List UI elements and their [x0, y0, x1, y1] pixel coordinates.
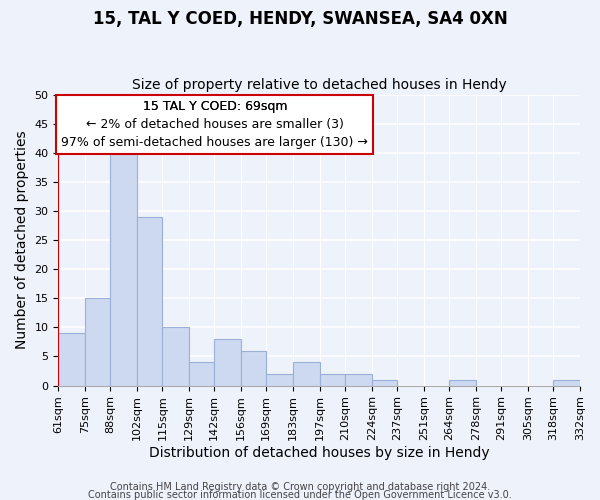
Bar	[110, 153, 137, 386]
Bar	[266, 374, 293, 386]
Bar	[163, 328, 189, 386]
Y-axis label: Number of detached properties: Number of detached properties	[15, 131, 29, 350]
Bar	[320, 374, 345, 386]
Bar	[553, 380, 580, 386]
Text: 15 TAL Y COED: 69sqm
← 2% of detached houses are smaller (3)
97% of semi-detache: 15 TAL Y COED: 69sqm ← 2% of detached ho…	[61, 100, 368, 150]
Bar	[189, 362, 214, 386]
Text: 15, TAL Y COED, HENDY, SWANSEA, SA4 0XN: 15, TAL Y COED, HENDY, SWANSEA, SA4 0XN	[92, 10, 508, 28]
Bar	[293, 362, 320, 386]
Bar	[214, 339, 241, 386]
Title: Size of property relative to detached houses in Hendy: Size of property relative to detached ho…	[132, 78, 506, 92]
Bar	[241, 350, 266, 386]
Bar	[372, 380, 397, 386]
Text: Contains public sector information licensed under the Open Government Licence v3: Contains public sector information licen…	[88, 490, 512, 500]
Bar	[58, 333, 85, 386]
Bar	[137, 217, 163, 386]
Text: Contains HM Land Registry data © Crown copyright and database right 2024.: Contains HM Land Registry data © Crown c…	[110, 482, 490, 492]
Text: 15 TAL Y COED: 69sqm: 15 TAL Y COED: 69sqm	[143, 100, 287, 114]
Bar	[85, 298, 110, 386]
X-axis label: Distribution of detached houses by size in Hendy: Distribution of detached houses by size …	[149, 446, 490, 460]
Bar	[449, 380, 476, 386]
Bar	[345, 374, 372, 386]
